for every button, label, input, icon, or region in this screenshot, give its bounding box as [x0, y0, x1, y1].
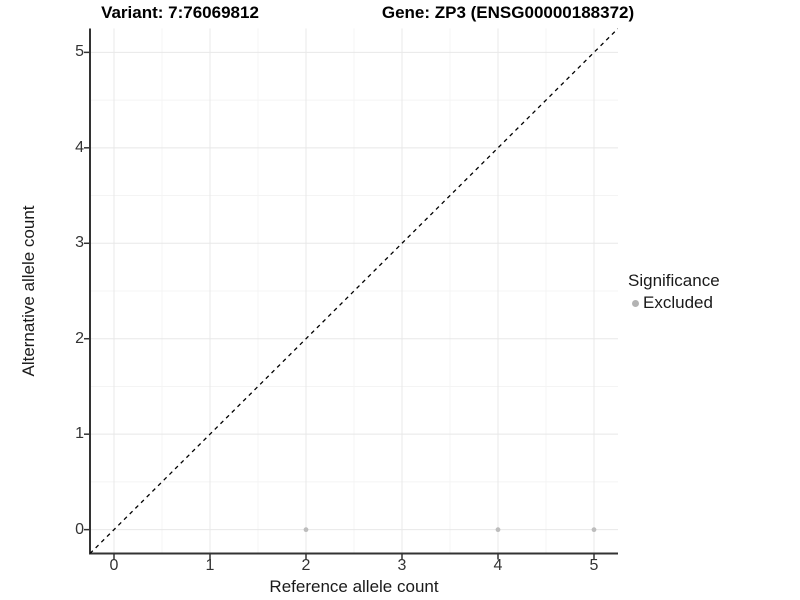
- data-point: [591, 527, 597, 533]
- x-tick-label: 4: [493, 557, 503, 574]
- data-point: [303, 527, 309, 533]
- excluded-point-icon: [632, 299, 639, 307]
- data-point: [495, 527, 501, 533]
- y-tick-label: 1: [75, 425, 84, 443]
- y-tick-label: 5: [75, 43, 84, 61]
- plot-title-variant: Variant: 7:76069812: [101, 3, 259, 22]
- y-tick-label: 2: [75, 329, 84, 347]
- legend-title: Significance: [628, 271, 720, 290]
- x-tick-label: 1: [205, 557, 215, 574]
- x-tick-label: 0: [109, 557, 119, 574]
- legend-item-label: Excluded: [643, 293, 713, 312]
- y-tick-label: 3: [75, 234, 84, 252]
- y-tick-label: 4: [75, 138, 84, 156]
- plot-title-gene: Gene: ZP3 (ENSG00000188372): [381, 3, 635, 22]
- y-axis-title: Alternative allele count: [19, 205, 38, 377]
- x-tick-label: 2: [301, 557, 311, 574]
- y-tick-label: 0: [75, 520, 84, 538]
- x-axis-title: Reference allele count: [269, 577, 439, 596]
- x-tick-label: 5: [589, 557, 599, 574]
- legend-item-excluded: Excluded: [628, 293, 720, 313]
- legend: Significance Excluded: [628, 271, 720, 313]
- x-tick-label: 3: [397, 557, 407, 574]
